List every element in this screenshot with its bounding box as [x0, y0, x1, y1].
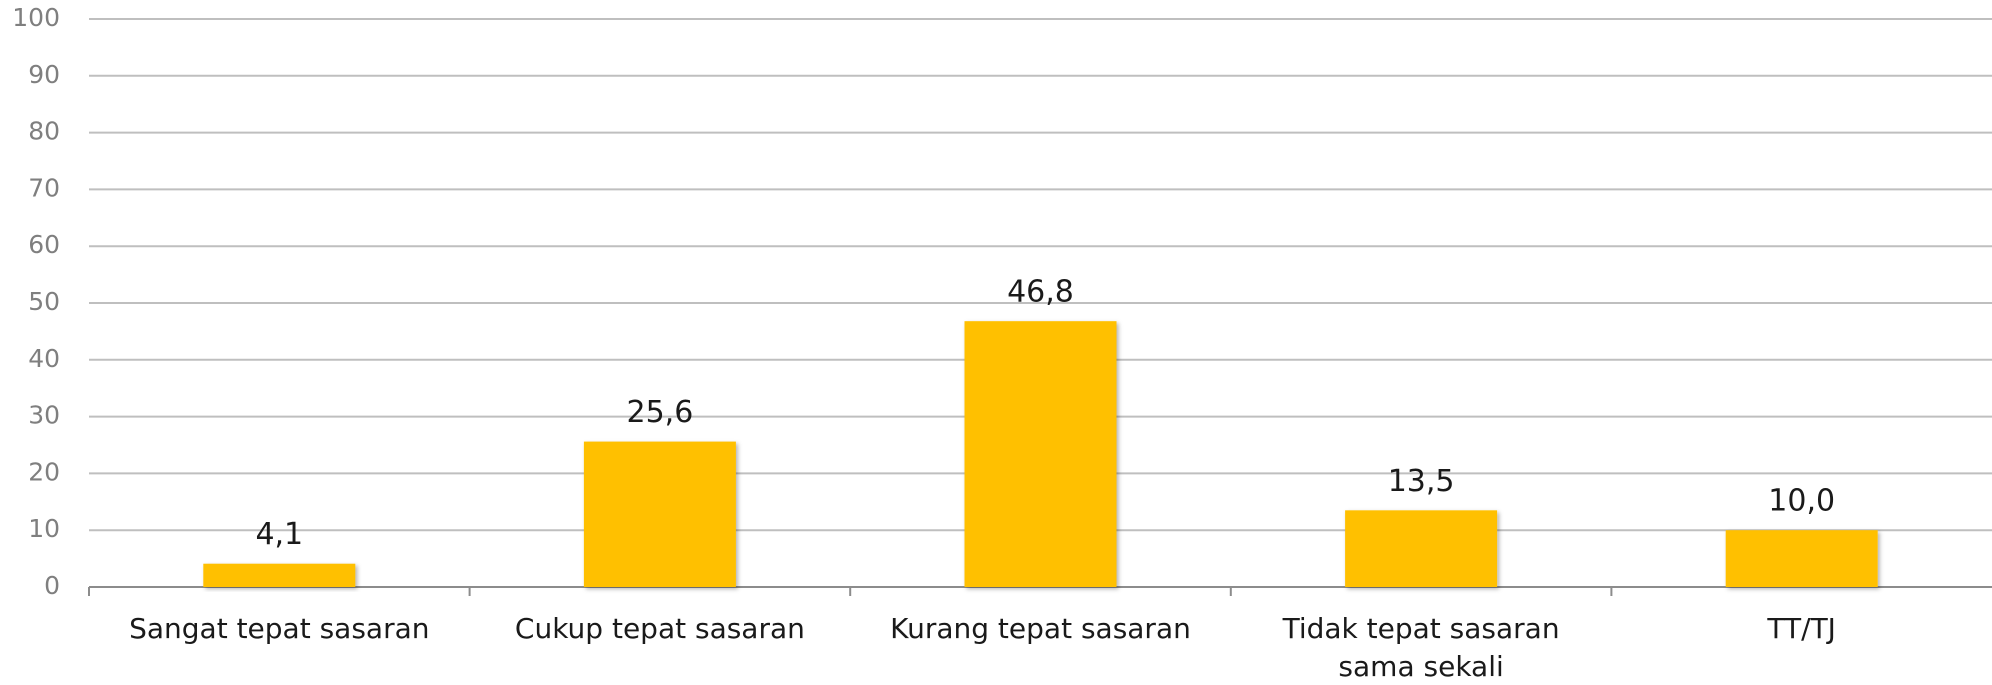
y-tick-label: 0: [44, 571, 60, 600]
bar: [583, 441, 736, 587]
value-label: 13,5: [1388, 464, 1455, 499]
x-tick-label: TT/TJ: [1767, 612, 1836, 645]
y-tick-label: 80: [28, 117, 60, 146]
x-tick-label: Cukup tepat sasaran: [514, 612, 805, 645]
y-tick-label: 50: [28, 287, 60, 316]
y-tick-label: 20: [28, 457, 60, 486]
value-label: 46,8: [1007, 275, 1074, 310]
y-tick-label: 60: [28, 230, 60, 259]
value-label: 25,6: [627, 395, 694, 430]
y-tick-label: 40: [28, 344, 60, 373]
value-label: 10,0: [1768, 484, 1835, 519]
y-tick-label: 70: [28, 173, 60, 202]
value-label: 4,1: [255, 517, 303, 552]
y-tick-label: 90: [28, 60, 60, 89]
y-tick-label: 100: [12, 3, 60, 32]
bar: [203, 563, 356, 587]
x-tick-label: Tidak tepat sasaran sama sekali: [1282, 612, 1560, 683]
x-tick-label: Sangat tepat sasaran: [129, 612, 430, 645]
bar: [964, 321, 1117, 587]
y-tick-label: 10: [28, 514, 60, 543]
bar: [1725, 530, 1878, 587]
x-tick-label: Kurang tepat sasaran: [890, 612, 1191, 645]
bar: [1345, 510, 1498, 587]
y-tick-label: 30: [28, 401, 60, 430]
